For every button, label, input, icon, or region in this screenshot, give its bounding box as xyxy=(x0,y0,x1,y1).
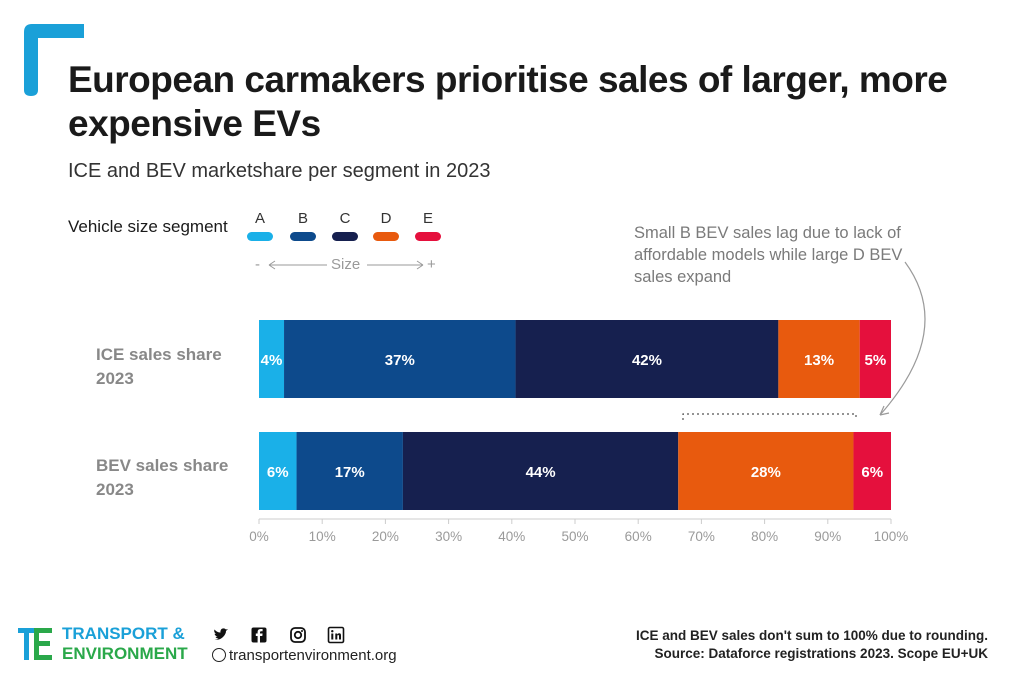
bar-segment-bev-e xyxy=(853,432,891,510)
x-tick-label: 50% xyxy=(561,529,588,544)
x-tick-label: 40% xyxy=(498,529,525,544)
right-arrow-icon xyxy=(367,260,424,270)
bar-segment-bev-a xyxy=(259,432,297,510)
size-minus: - xyxy=(255,256,260,273)
x-tick-label: 0% xyxy=(249,529,269,544)
x-tick-label: 90% xyxy=(814,529,841,544)
legend-letter: D xyxy=(380,210,392,227)
footnote-source: Source: Dataforce registrations 2023. Sc… xyxy=(654,646,989,661)
te-logo-icon xyxy=(18,628,52,660)
brand-line-1: TRANSPORT & xyxy=(62,624,185,643)
legend-swatch xyxy=(415,232,441,241)
x-tick-label: 70% xyxy=(688,529,715,544)
bar-label-ice-d: 13% xyxy=(804,352,834,369)
x-tick-label: 60% xyxy=(625,529,652,544)
bar-segment-bev-b xyxy=(296,432,403,510)
x-tick-label: 30% xyxy=(435,529,462,544)
legend-swatch xyxy=(290,232,316,241)
globe-icon xyxy=(212,648,226,662)
instagram-icon[interactable] xyxy=(289,626,307,644)
facebook-icon[interactable] xyxy=(250,626,268,644)
bar-label-bev-b: 17% xyxy=(335,464,365,481)
legend-letter: E xyxy=(422,210,433,227)
twitter-icon[interactable] xyxy=(212,626,230,644)
brand-line-2: ENVIRONMENT xyxy=(62,644,188,663)
row-label-ice: ICE sales share 2023 xyxy=(96,345,222,388)
bar-label-bev-d: 28% xyxy=(751,464,781,481)
bar-segment-ice-c xyxy=(515,320,779,398)
x-tick-label: 20% xyxy=(372,529,399,544)
x-tick-label: 10% xyxy=(309,529,336,544)
legend-letter: C xyxy=(339,210,351,227)
annotation-arrow xyxy=(879,261,926,416)
legend-item-d: D xyxy=(369,210,403,241)
linkedin-icon[interactable] xyxy=(327,626,345,644)
bar-segment-bev-d xyxy=(678,432,854,510)
website-text: transportenvironment.org xyxy=(229,647,397,664)
corner-bracket-logo xyxy=(24,24,84,96)
legend-letter: B xyxy=(297,210,308,227)
bar-segment-ice-e xyxy=(859,320,891,398)
size-label: Size xyxy=(331,256,361,273)
legend-item-a: A xyxy=(243,210,277,241)
annotation-arrowhead xyxy=(879,405,890,416)
x-tick-label: 100% xyxy=(874,529,909,544)
website-link[interactable]: transportenvironment.org xyxy=(212,647,397,664)
left-arrow-icon xyxy=(268,260,327,270)
legend-title: Vehicle size segment xyxy=(68,217,228,236)
page-subtitle: ICE and BEV marketshare per segment in 2… xyxy=(68,160,491,182)
legend-swatch xyxy=(373,232,399,241)
footnotes: ICE and BEV sales don't sum to 100% due … xyxy=(636,627,988,663)
legend-item-e: E xyxy=(411,210,445,241)
bar-label-ice-c: 42% xyxy=(632,352,662,369)
footnote-rounding: ICE and BEV sales don't sum to 100% due … xyxy=(635,628,988,643)
stacked-bar-chart: 4% 37% 42% 13% 5% 6% 17% 44% 28% 6% 0% 10% 20% 30% 40%… xyxy=(249,261,926,544)
legend-item-b: B xyxy=(286,210,320,241)
bar-label-bev-c: 44% xyxy=(526,464,556,481)
legend-letter: A xyxy=(254,210,265,227)
annotation-bracket xyxy=(682,413,857,420)
row-label-bev: BEV sales share 2023 xyxy=(96,456,229,499)
legend-swatch xyxy=(247,232,273,241)
legend-item-c: C xyxy=(328,210,362,241)
bar-label-bev-a: 6% xyxy=(267,464,289,481)
social-links xyxy=(212,626,361,649)
bar-label-bev-e: 6% xyxy=(861,464,883,481)
x-tick-label: 80% xyxy=(751,529,778,544)
page-title: European carmakers prioritise sales of l… xyxy=(68,59,948,144)
bar-label-ice-e: 5% xyxy=(865,352,887,369)
annotation-text: Small B BEV sales lag due to lack of aff… xyxy=(634,224,903,286)
bar-segment-ice-a xyxy=(259,320,285,398)
brand-name: TRANSPORT & ENVIRONMENT xyxy=(62,624,188,664)
bar-segment-ice-b xyxy=(284,320,516,398)
bar-segment-ice-d xyxy=(778,320,860,398)
legend-swatch xyxy=(332,232,358,241)
bar-segment-bev-c xyxy=(402,432,679,510)
size-plus: + xyxy=(427,256,436,273)
bar-label-ice-b: 37% xyxy=(385,352,415,369)
bar-label-ice-a: 4% xyxy=(261,352,283,369)
